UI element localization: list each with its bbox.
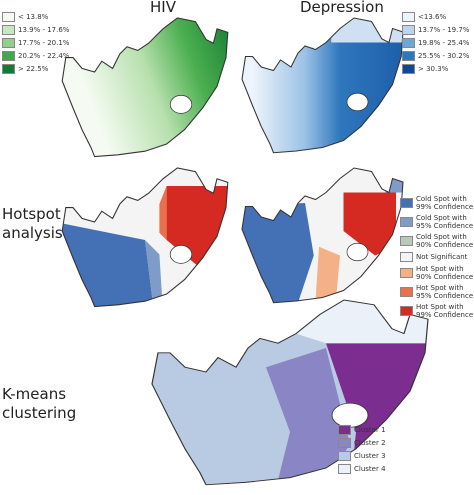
legend-item: Cluster 3	[338, 451, 386, 461]
legend-swatch	[338, 464, 351, 474]
legend-swatch	[400, 217, 413, 227]
legend-item: <13.6%	[402, 12, 469, 22]
legend-label: Cold Spot with 90% Confidence	[416, 233, 474, 249]
hiv-hotspot-map	[61, 167, 229, 308]
legend-item: 25.5% - 30.2%	[402, 51, 469, 61]
legend-label: Cluster 1	[354, 426, 386, 434]
legend-swatch	[338, 451, 351, 461]
legend-swatch	[2, 64, 15, 74]
legend-item: Cold Spot with 90% Confidence	[400, 233, 474, 249]
legend-swatch	[400, 198, 413, 208]
legend-label: Cluster 2	[354, 439, 386, 447]
legend-swatch	[402, 12, 415, 22]
legend-item: 13.9% - 17.6%	[2, 25, 69, 35]
column-title: Depression	[300, 0, 384, 16]
legend-label: 19.8% - 25.4%	[418, 39, 470, 47]
legend-swatch	[402, 38, 415, 48]
legend-label: Cluster 3	[354, 452, 386, 460]
legend-swatch	[2, 51, 15, 61]
legend-item: Not Significant	[400, 252, 474, 262]
hiv-map	[61, 17, 229, 158]
legend-swatch	[402, 64, 415, 74]
legend-swatch	[402, 51, 415, 61]
legend-swatch	[2, 25, 15, 35]
legend-item: Cluster 1	[338, 425, 386, 435]
legend-label: Cluster 4	[354, 465, 386, 473]
cluster-map	[150, 298, 430, 487]
legend-swatch	[400, 306, 413, 316]
legend-swatch	[338, 425, 351, 435]
legend-item: 20.2% - 22.4%	[2, 51, 69, 61]
legend-label: 17.7% - 20.1%	[18, 39, 70, 47]
legend-label: 20.2% - 22.4%	[18, 52, 70, 60]
legend: Cluster 1 Cluster 2 Cluster 3 Cluster 4	[338, 425, 386, 477]
row-title: K-means clustering	[2, 385, 77, 422]
legend-item: > 22.5%	[2, 64, 69, 74]
legend-item: 17.7% - 20.1%	[2, 38, 69, 48]
legend-item: 13.7% - 19.7%	[402, 25, 469, 35]
legend-item: Hot Spot with 95% Confidence	[400, 284, 474, 300]
legend-label: <13.6%	[418, 13, 447, 21]
legend-swatch	[400, 236, 413, 246]
legend-label: Cold Spot with 95% Confidence	[416, 214, 474, 230]
legend-label: Hot Spot with 90% Confidence	[416, 265, 474, 281]
legend-swatch	[400, 268, 413, 278]
legend: Cold Spot with 99% Confidence Cold Spot w…	[400, 195, 474, 322]
depression-hotspot-map	[241, 167, 404, 304]
legend-item: 19.8% - 25.4%	[402, 38, 469, 48]
legend-swatch	[2, 12, 15, 22]
legend-label: Cold Spot with 99% Confidence	[416, 195, 474, 211]
legend-label: > 30.3%	[418, 65, 449, 73]
legend-label: Hot Spot with 99% Confidence	[416, 303, 474, 319]
legend-label: > 22.5%	[18, 65, 49, 73]
legend-swatch	[400, 252, 413, 262]
legend-swatch	[400, 287, 413, 297]
legend: < 13.8% 13.9% - 17.6% 17.7% - 20.1% 20.2% -…	[2, 12, 69, 77]
legend-label: 13.7% - 19.7%	[418, 26, 470, 34]
legend-label: < 13.8%	[18, 13, 49, 21]
legend-label: 13.9% - 17.6%	[18, 26, 70, 34]
legend-item: Cold Spot with 95% Confidence	[400, 214, 474, 230]
legend-label: 25.5% - 30.2%	[418, 52, 470, 60]
legend: <13.6% 13.7% - 19.7% 19.8% - 25.4% 25.5% - …	[402, 12, 469, 77]
legend-item: Cold Spot with 99% Confidence	[400, 195, 474, 211]
depression-map	[241, 17, 404, 154]
legend-item: > 30.3%	[402, 64, 469, 74]
legend-item: Cluster 2	[338, 438, 386, 448]
legend-item: Cluster 4	[338, 464, 386, 474]
legend-label: Hot Spot with 95% Confidence	[416, 284, 474, 300]
row-title: Hotspot analysis	[2, 205, 63, 242]
legend-item: Hot Spot with 99% Confidence	[400, 303, 474, 319]
legend-label: Not Significant	[416, 253, 468, 261]
legend-swatch	[338, 438, 351, 448]
legend-item: < 13.8%	[2, 12, 69, 22]
legend-swatch	[2, 38, 15, 48]
column-title: HIV	[150, 0, 176, 16]
legend-swatch	[402, 25, 415, 35]
legend-item: Hot Spot with 90% Confidence	[400, 265, 474, 281]
